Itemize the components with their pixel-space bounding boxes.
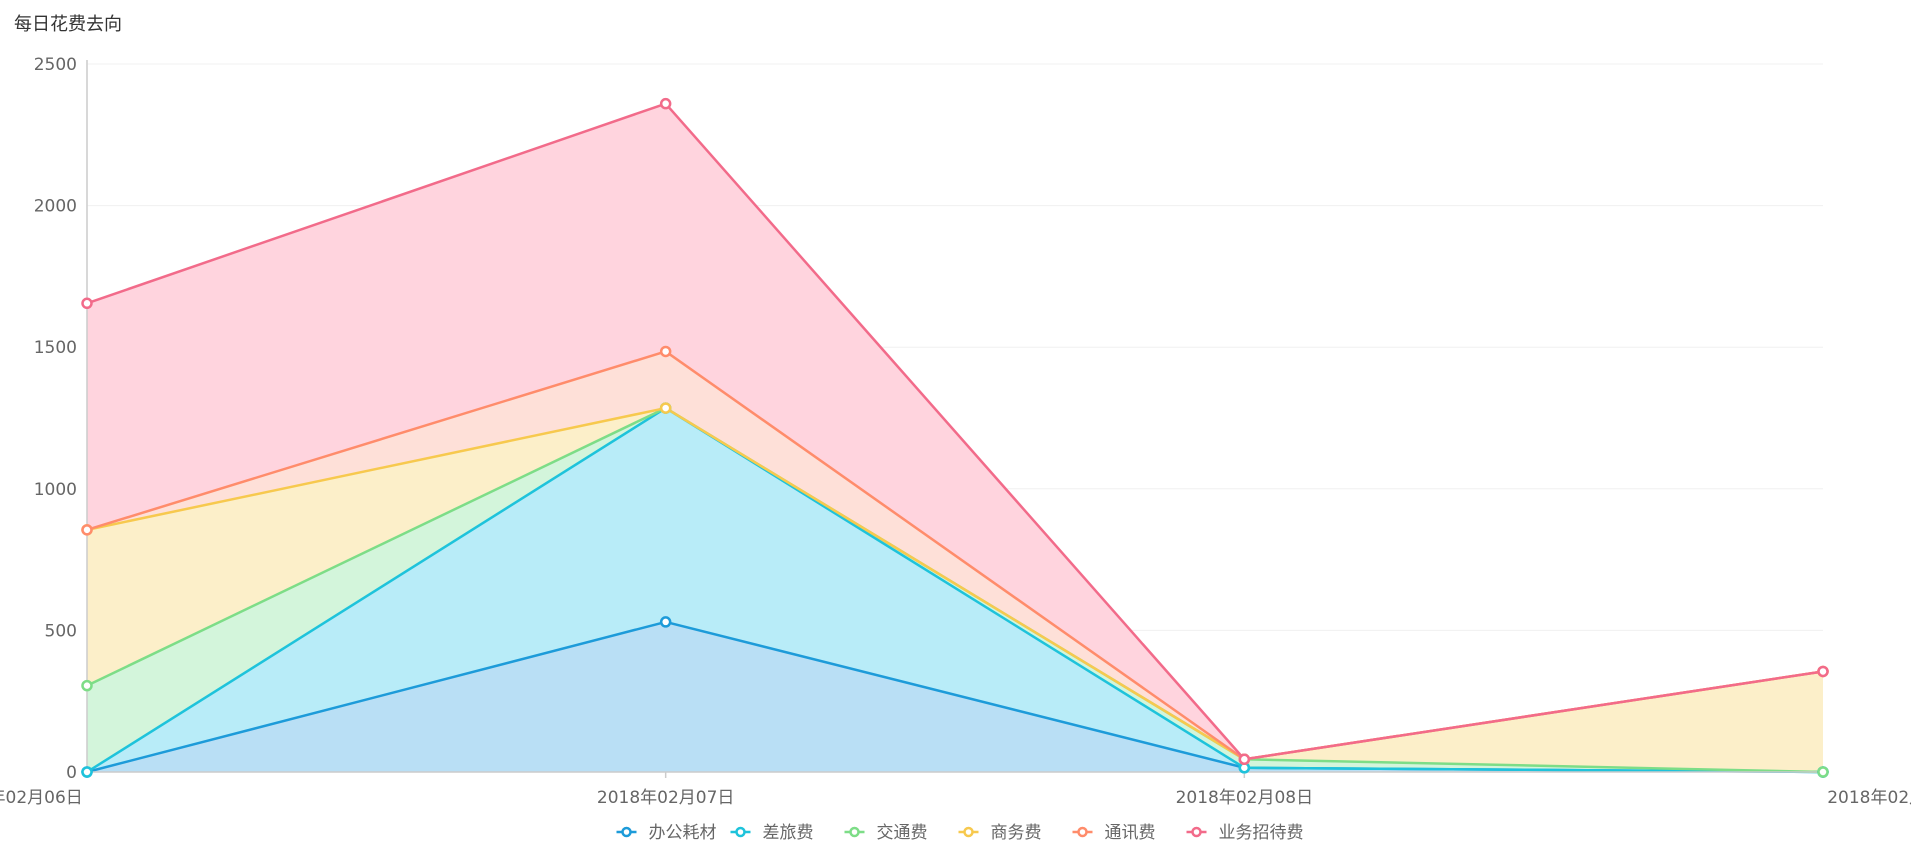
legend-marker-icon-3 [963, 826, 974, 838]
y-tick-label-0: 0 [66, 763, 77, 783]
legend-marker-icon-1 [735, 826, 746, 838]
y-tick-label-5: 2500 [34, 55, 77, 75]
data-point-s5-2 [1238, 753, 1251, 766]
series-lines [86, 102, 1824, 774]
legend-label-4: 通讯费 [1105, 823, 1156, 843]
y-tick-label-3: 1500 [34, 338, 77, 358]
data-point-s2-3 [1817, 766, 1829, 778]
legend-marker-icon-2 [849, 826, 860, 838]
data-point-s4-1 [659, 345, 672, 358]
legend-marker-icon-4 [1077, 826, 1088, 838]
legend-item-4[interactable]: 通讯费 [1072, 823, 1156, 843]
data-point-s5-3 [1817, 665, 1829, 678]
data-point-s5-0 [81, 297, 93, 310]
x-tick-label-1: 2018年02月07日 [597, 788, 735, 808]
data-points [81, 97, 1829, 778]
data-point-s2-0 [81, 679, 93, 692]
series-line-5 [86, 102, 1824, 761]
legend-item-1[interactable]: 差旅费 [730, 823, 814, 843]
data-point-s5-1 [659, 97, 672, 110]
legend-label-2: 交通费 [877, 823, 928, 843]
legend-marker-icon-0 [621, 826, 632, 838]
x-tick-label-2: 2018年02月08日 [1176, 788, 1314, 808]
legend-item-5[interactable]: 业务招待费 [1186, 823, 1304, 843]
series-line-1 [86, 406, 1824, 774]
legend-marker-icon-5 [1191, 826, 1202, 838]
legend-label-1: 差旅费 [763, 823, 814, 843]
legend-item-3[interactable]: 商务费 [958, 823, 1042, 843]
chart-title: 每日花费去向 [14, 14, 122, 35]
data-point-s3-1 [659, 402, 672, 414]
x-tick-label-0: 2018年02月06日 [0, 788, 83, 808]
legend-item-2[interactable]: 交通费 [844, 823, 928, 843]
area-fill-series-1 [87, 408, 1823, 772]
y-tick-label-2: 1000 [34, 480, 77, 500]
area-fill-series-0 [87, 621, 1823, 772]
legend-label-3: 商务费 [991, 823, 1042, 843]
area-fills [87, 103, 1823, 772]
legend-label-5: 业务招待费 [1219, 823, 1304, 843]
legend-item-0[interactable]: 办公耗材 [616, 823, 717, 843]
y-tick-label-1: 500 [45, 621, 77, 641]
y-tick-label-4: 2000 [34, 197, 77, 217]
data-point-s0-1 [659, 616, 672, 628]
legend-label-0: 办公耗材 [649, 823, 717, 843]
axes: 0 500 1000 1500 2000 2500 2018年02月06日 2018年02月0… [0, 55, 1911, 808]
area-fill-series-3 [87, 408, 1823, 772]
x-tick-label-3: 2018年02月09日 [1827, 788, 1911, 808]
data-point-s1-0 [81, 766, 93, 778]
data-point-s4-0 [81, 524, 93, 536]
legend[interactable]: 办公耗材 差旅费 交通费 商务费 通讯费 业务招待费 [616, 823, 1304, 843]
